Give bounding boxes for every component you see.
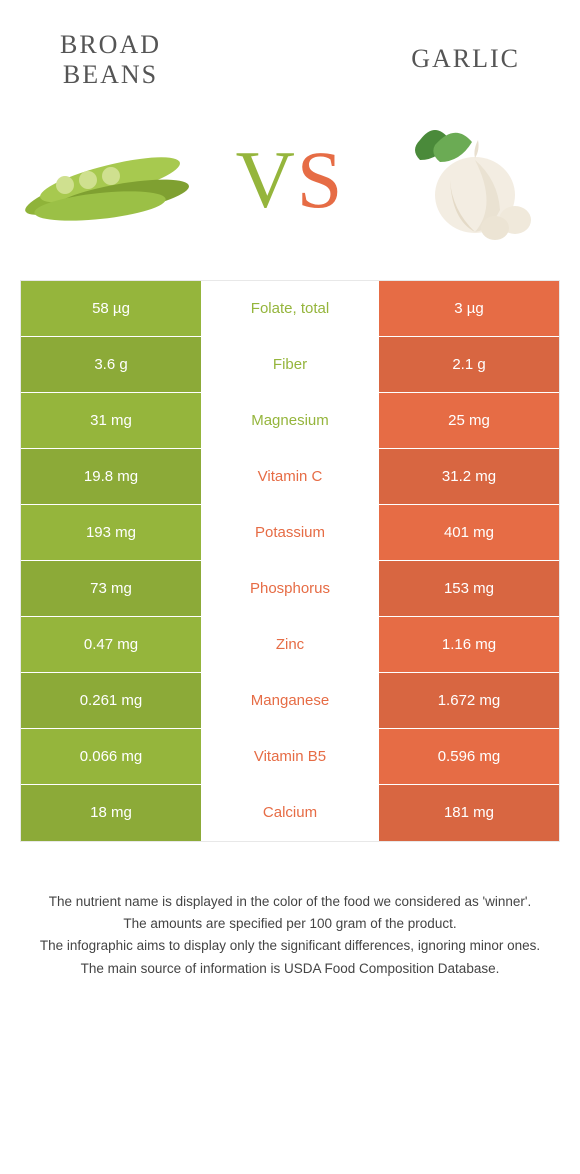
left-value: 31 mg <box>21 393 201 448</box>
comparison-table: 58 µgFolate, total3 µg3.6 gFiber2.1 g31 … <box>20 280 560 842</box>
footer-notes: The nutrient name is displayed in the co… <box>0 842 580 979</box>
table-row: 31 mgMagnesium25 mg <box>21 393 559 449</box>
broad-beans-icon <box>20 110 200 250</box>
nutrient-label: Magnesium <box>201 393 379 448</box>
right-value: 401 mg <box>379 505 559 560</box>
nutrient-label: Folate, total <box>201 281 379 336</box>
nutrient-label: Fiber <box>201 337 379 392</box>
vs-v: V <box>236 134 297 225</box>
title-line: BEANS <box>63 60 158 89</box>
right-value: 0.596 mg <box>379 729 559 784</box>
footer-line: The main source of information is USDA F… <box>30 959 550 979</box>
right-value: 153 mg <box>379 561 559 616</box>
table-row: 0.066 mgVitamin B50.596 mg <box>21 729 559 785</box>
table-row: 19.8 mgVitamin C31.2 mg <box>21 449 559 505</box>
right-value: 1.672 mg <box>379 673 559 728</box>
nutrient-label: Phosphorus <box>201 561 379 616</box>
left-value: 73 mg <box>21 561 201 616</box>
left-value: 18 mg <box>21 785 201 841</box>
left-value: 19.8 mg <box>21 449 201 504</box>
hero-row: VS <box>0 100 580 280</box>
table-row: 18 mgCalcium181 mg <box>21 785 559 841</box>
nutrient-label: Vitamin B5 <box>201 729 379 784</box>
table-row: 0.261 mgManganese1.672 mg <box>21 673 559 729</box>
nutrient-label: Vitamin C <box>201 449 379 504</box>
footer-line: The infographic aims to display only the… <box>30 936 550 956</box>
left-value: 0.47 mg <box>21 617 201 672</box>
nutrient-label: Zinc <box>201 617 379 672</box>
right-value: 3 µg <box>379 281 559 336</box>
left-food-title: BROAD BEANS <box>60 30 161 90</box>
footer-line: The nutrient name is displayed in the co… <box>30 892 550 912</box>
left-value: 58 µg <box>21 281 201 336</box>
left-value: 0.066 mg <box>21 729 201 784</box>
table-row: 3.6 gFiber2.1 g <box>21 337 559 393</box>
garlic-icon <box>380 110 560 250</box>
right-value: 25 mg <box>379 393 559 448</box>
nutrient-label: Calcium <box>201 785 379 841</box>
right-value: 181 mg <box>379 785 559 841</box>
right-food-title: GARLIC <box>411 30 520 90</box>
right-value: 31.2 mg <box>379 449 559 504</box>
table-row: 58 µgFolate, total3 µg <box>21 281 559 337</box>
left-value: 0.261 mg <box>21 673 201 728</box>
vs-s: S <box>297 134 345 225</box>
table-row: 193 mgPotassium401 mg <box>21 505 559 561</box>
right-value: 1.16 mg <box>379 617 559 672</box>
nutrient-label: Potassium <box>201 505 379 560</box>
table-row: 0.47 mgZinc1.16 mg <box>21 617 559 673</box>
right-value: 2.1 g <box>379 337 559 392</box>
vs-label: VS <box>236 133 345 227</box>
left-value: 193 mg <box>21 505 201 560</box>
title-line: BROAD <box>60 30 161 59</box>
footer-line: The amounts are specified per 100 gram o… <box>30 914 550 934</box>
table-row: 73 mgPhosphorus153 mg <box>21 561 559 617</box>
nutrient-label: Manganese <box>201 673 379 728</box>
left-value: 3.6 g <box>21 337 201 392</box>
header: BROAD BEANS GARLIC <box>0 0 580 100</box>
